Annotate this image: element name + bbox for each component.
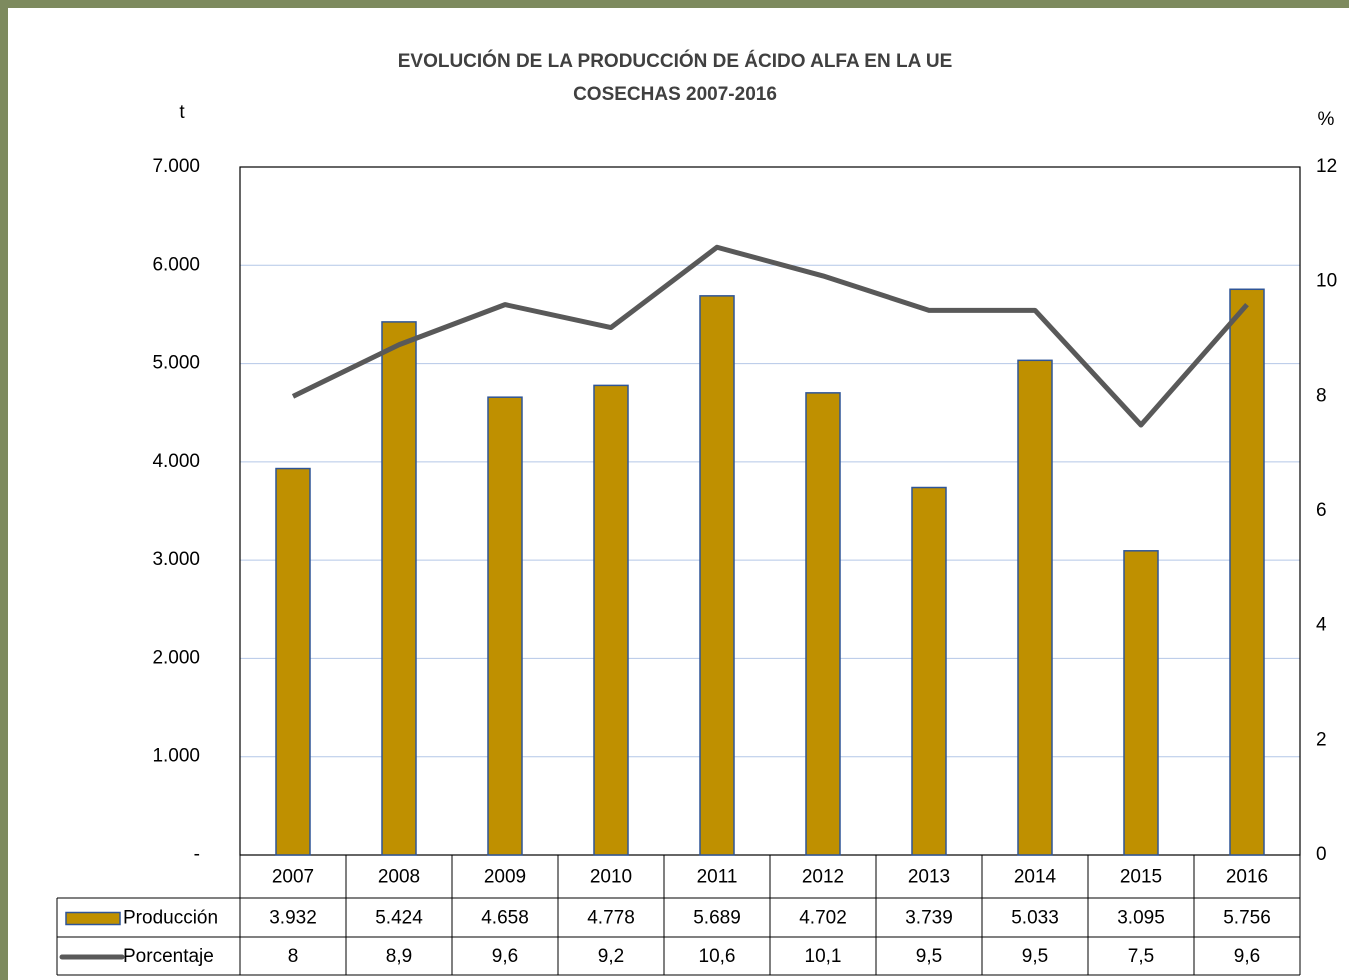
y-tick-label: 7.000: [152, 156, 200, 177]
y-tick-label: 6.000: [152, 254, 200, 275]
table-value: 4.778: [587, 908, 635, 929]
table-value: 8: [288, 946, 299, 967]
table-value: 5.033: [1011, 908, 1059, 929]
table-value: 9,5: [916, 946, 942, 967]
bar: [805, 392, 841, 856]
table-value: 5.424: [375, 908, 423, 929]
table-value: 5.756: [1223, 908, 1271, 929]
x-tick-label: 2007: [272, 867, 314, 888]
bar: [699, 295, 735, 856]
table-value: 3.095: [1117, 908, 1165, 929]
y2-tick-label: 2: [1316, 729, 1327, 750]
x-tick-label: 2010: [590, 867, 632, 888]
x-tick-label: 2013: [908, 867, 950, 888]
table-value: 3.932: [269, 908, 317, 929]
x-tick-label: 2015: [1120, 867, 1162, 888]
table-value: 4.658: [481, 908, 529, 929]
table-value: 9,6: [492, 946, 518, 967]
chart-title: EVOLUCIÓN DE LA PRODUCCIÓN DE ÁCIDO ALFA…: [398, 50, 953, 72]
bar: [593, 384, 629, 856]
table-value: 4.702: [799, 908, 847, 929]
y-tick-label: 3.000: [152, 549, 200, 570]
y2-tick-label: 4: [1316, 615, 1327, 636]
x-tick-label: 2011: [697, 867, 738, 888]
table-value: 10,6: [699, 946, 736, 967]
legend-label: Producción: [123, 908, 218, 929]
chart-subtitle: COSECHAS 2007-2016: [573, 84, 777, 105]
legend-label: Porcentaje: [123, 946, 214, 967]
y-tick-label: -: [194, 844, 200, 865]
table-value: 9,5: [1022, 946, 1048, 967]
bar: [1229, 288, 1265, 856]
table-value: 3.739: [905, 908, 953, 929]
y-tick-label: 2.000: [152, 647, 200, 668]
table-value: 8,9: [386, 946, 412, 967]
bar: [911, 486, 947, 856]
bar: [381, 321, 417, 856]
x-tick-label: 2009: [484, 867, 526, 888]
y2-tick-label: 12: [1316, 156, 1337, 177]
y-tick-label: 4.000: [152, 451, 200, 472]
bar: [487, 396, 523, 856]
bar: [275, 467, 311, 856]
y2-tick-label: 0: [1316, 844, 1327, 865]
bar: [1123, 550, 1159, 856]
y-tick-label: 1.000: [152, 746, 200, 767]
y2-axis-label: %: [1318, 109, 1335, 130]
y-axis-label: t: [179, 102, 185, 123]
bar: [1017, 359, 1053, 856]
y2-tick-label: 10: [1316, 271, 1337, 292]
legend-swatch: [65, 911, 121, 926]
x-tick-label: 2016: [1226, 867, 1268, 888]
line: [291, 244, 1249, 428]
x-tick-label: 2014: [1014, 867, 1057, 888]
x-tick-label: 2012: [802, 867, 844, 888]
table-value: 9,2: [598, 946, 624, 967]
x-tick-label: 2008: [378, 867, 420, 888]
table-value: 9,6: [1234, 946, 1260, 967]
table-value: 5.689: [693, 908, 741, 929]
y-tick-label: 5.000: [152, 353, 200, 374]
y2-tick-label: 6: [1316, 500, 1327, 521]
table-value: 7,5: [1128, 946, 1154, 967]
table-value: 10,1: [805, 946, 842, 967]
y2-tick-label: 8: [1316, 385, 1327, 406]
